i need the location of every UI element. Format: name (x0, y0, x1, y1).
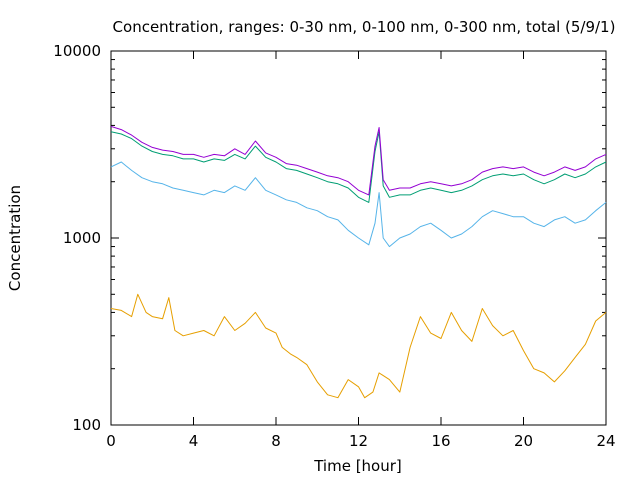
y-tick-label: 10000 (53, 42, 101, 60)
y-axis-label: Concentration (6, 185, 24, 291)
series-line-4 (110, 125, 607, 196)
series-line-2 (110, 161, 607, 248)
x-tick-label: 12 (349, 432, 368, 450)
x-tick-label: 24 (596, 432, 615, 450)
series-line-1 (110, 293, 607, 399)
y-tick-label: 1000 (63, 229, 101, 247)
minor-ticks (111, 59, 606, 370)
x-axis-label: Time [hour] (313, 457, 402, 475)
series-line-3 (110, 131, 607, 203)
y-tick-label: 100 (72, 416, 101, 434)
x-tick-label: 16 (431, 432, 450, 450)
y-axis-ticks: 100 1000 10000 (53, 42, 606, 434)
series-lines (110, 125, 607, 399)
x-tick-label: 8 (271, 432, 281, 450)
chart-title: Concentration, ranges: 0-30 nm, 0-100 nm… (113, 18, 616, 36)
x-tick-label: 20 (514, 432, 533, 450)
x-axis-ticks: 0 4 8 12 16 20 24 (106, 51, 616, 450)
x-tick-label: 0 (106, 432, 116, 450)
x-tick-label: 4 (189, 432, 199, 450)
